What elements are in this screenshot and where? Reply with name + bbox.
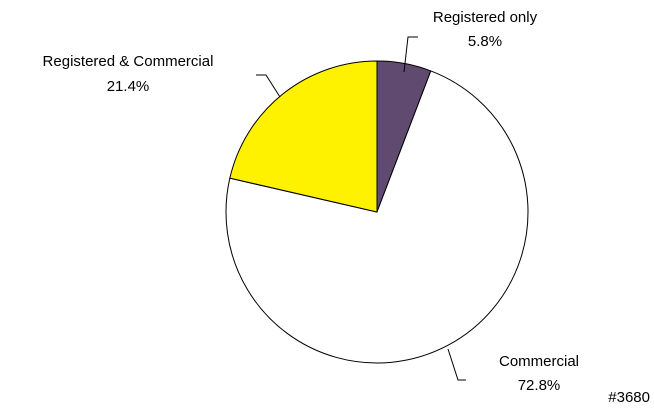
figure-id-tag: #3680 xyxy=(608,389,650,406)
slice-label-commercial: Commercial xyxy=(499,353,579,370)
slice-value-commercial: 72.8% xyxy=(518,377,561,394)
leader-registered-only xyxy=(403,36,418,73)
slice-value-registered-only: 5.8% xyxy=(468,33,502,50)
pie-slice-commercial xyxy=(225,70,529,364)
slice-value-registered-commercial: 21.4% xyxy=(107,78,150,95)
pie-slice-registered-commercial xyxy=(229,60,378,213)
pie-slices xyxy=(225,60,529,364)
leader-lines xyxy=(256,36,466,381)
slice-label-registered-only: Registered only xyxy=(433,9,538,26)
leader-registered-commercial xyxy=(256,74,281,98)
leader-commercial xyxy=(447,348,466,381)
slice-label-registered-commercial: Registered & Commercial xyxy=(43,53,214,70)
